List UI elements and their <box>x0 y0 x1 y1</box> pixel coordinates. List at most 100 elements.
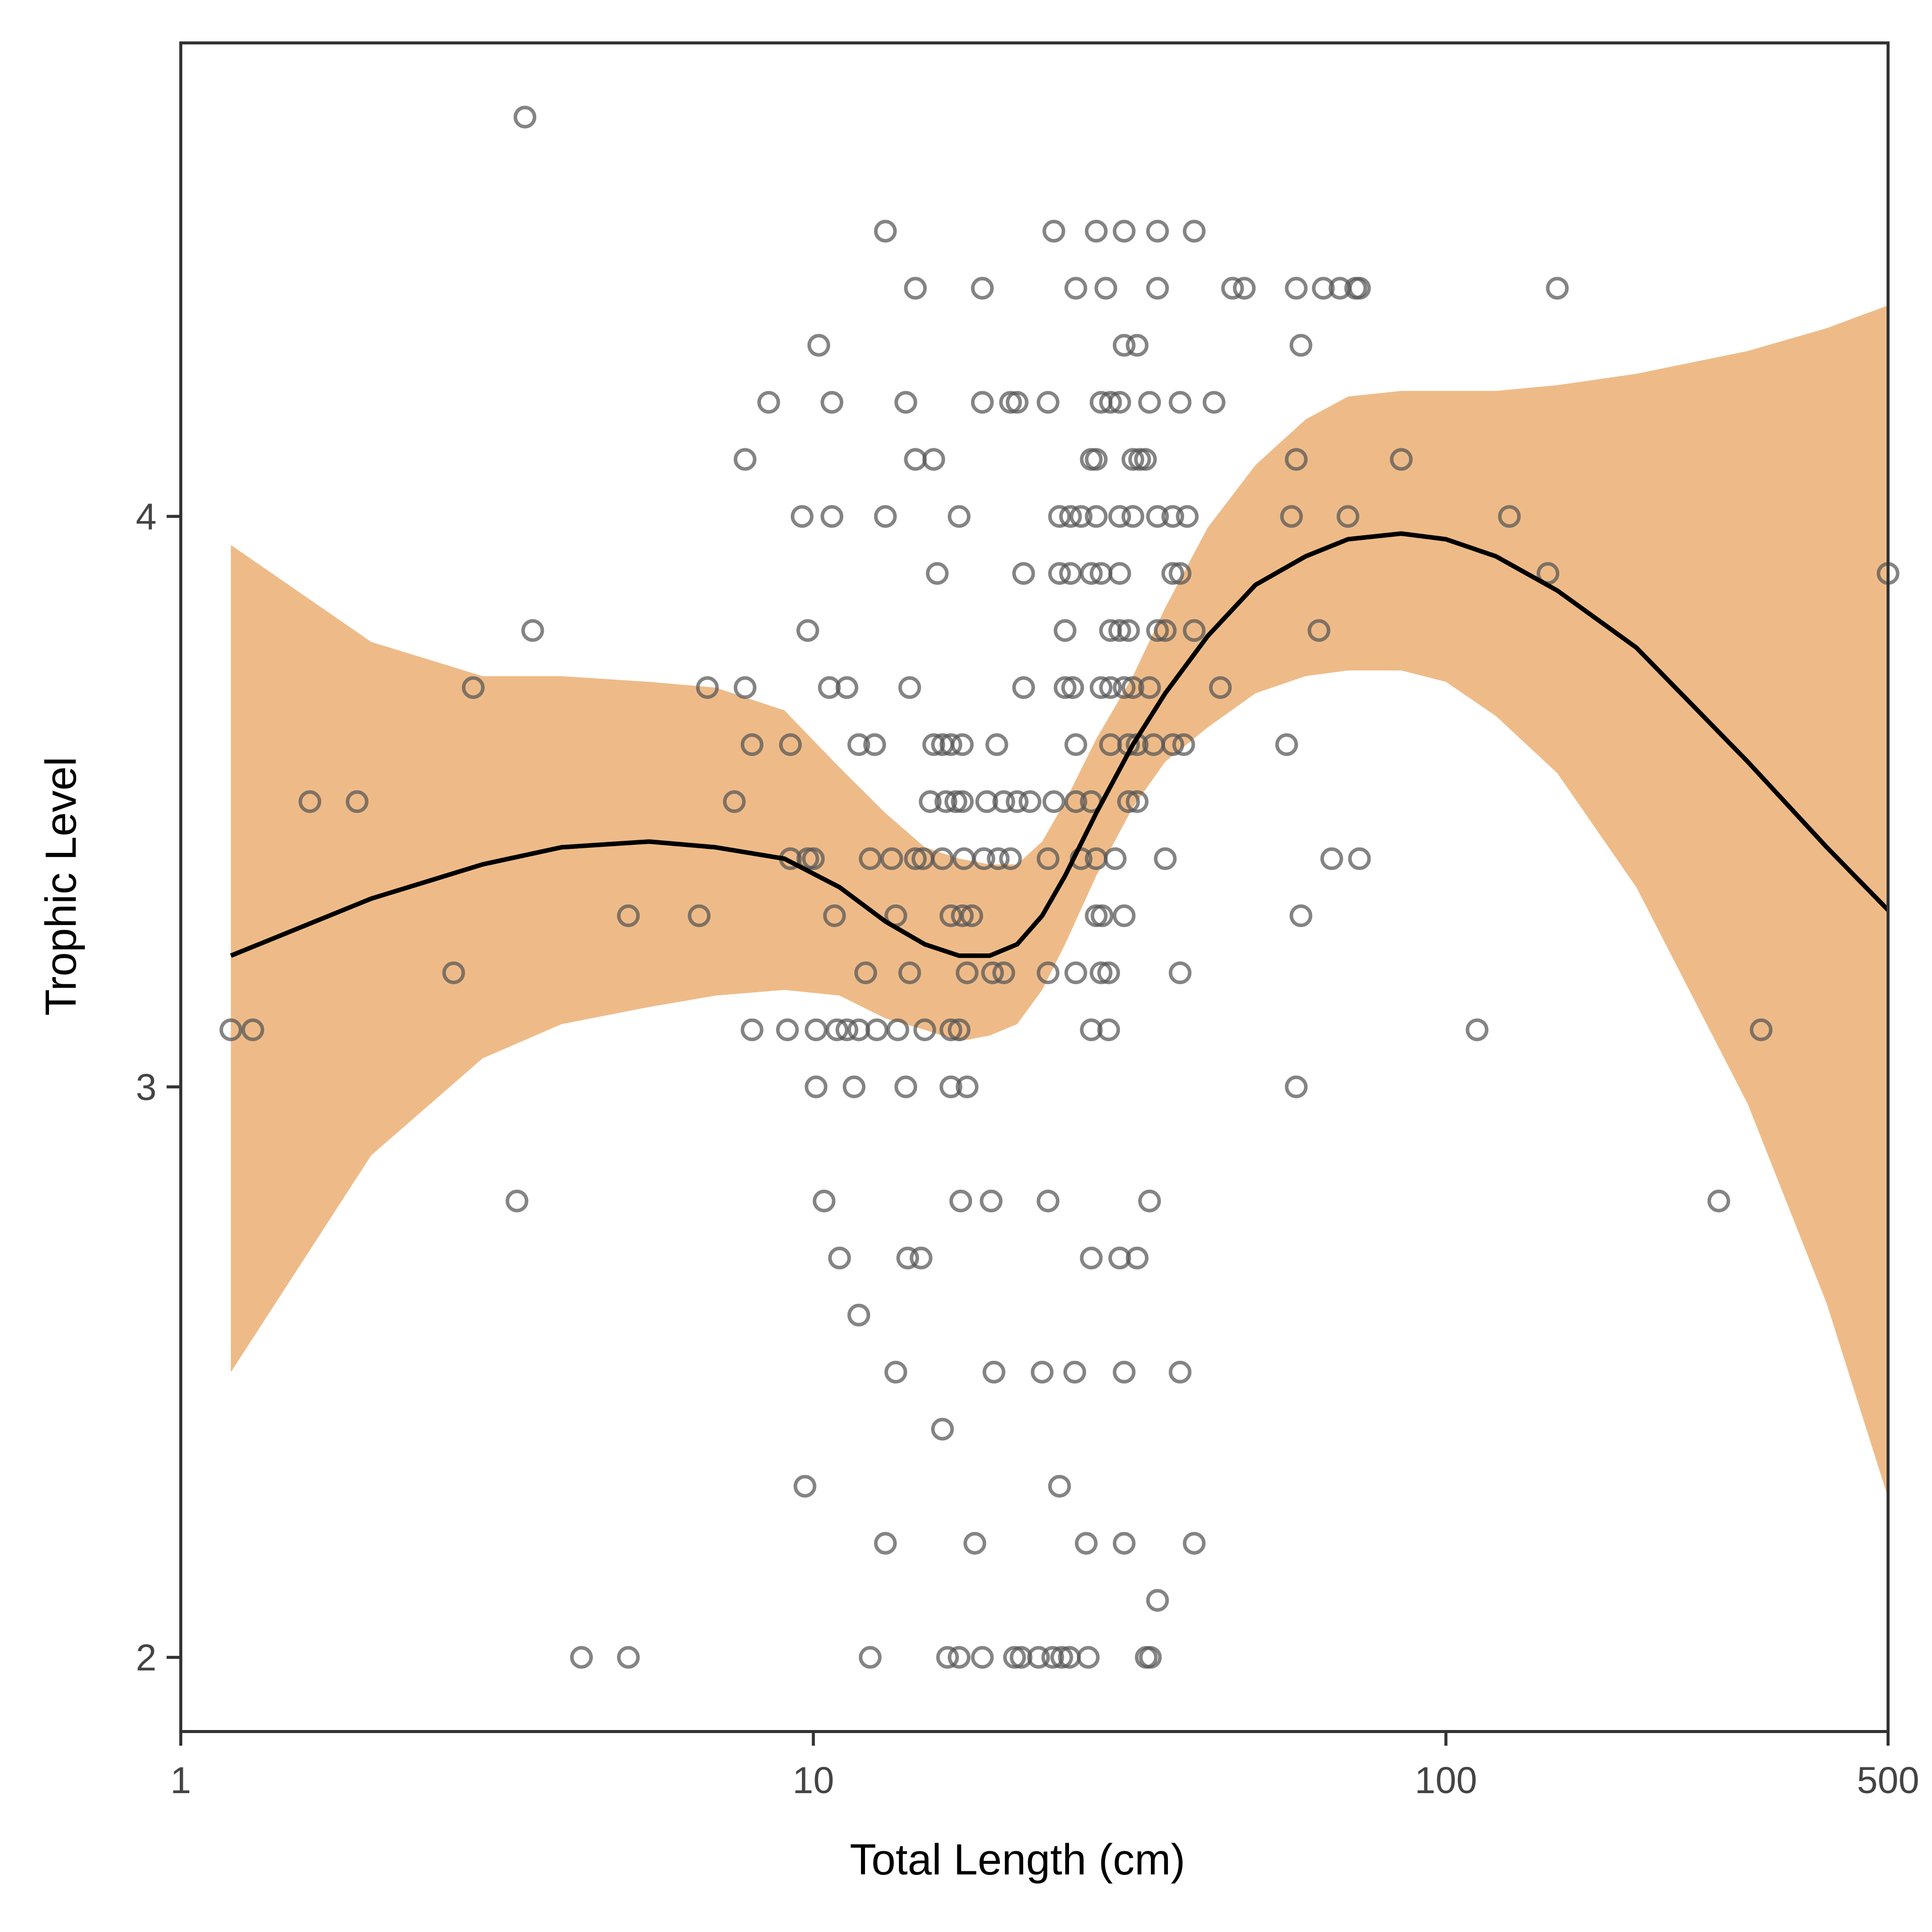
data-point <box>1048 505 1071 528</box>
data-point <box>1064 961 1087 984</box>
data-point <box>1042 220 1065 243</box>
data-point <box>939 1018 962 1041</box>
data-point <box>734 448 756 471</box>
data-point <box>812 1189 836 1212</box>
data-point <box>723 790 746 813</box>
data-point <box>1075 1532 1098 1555</box>
data-point <box>884 1360 907 1384</box>
data-point <box>1099 391 1122 414</box>
data-point <box>898 676 921 699</box>
data-point <box>847 733 871 756</box>
data-point <box>1080 1018 1103 1041</box>
data-point <box>896 1246 920 1269</box>
data-point <box>999 391 1022 414</box>
data-point <box>1707 1189 1731 1212</box>
data-point <box>804 1075 828 1098</box>
data-point <box>1053 676 1077 699</box>
data-point <box>992 961 1015 984</box>
data-point <box>1285 277 1308 300</box>
data-point <box>874 1532 897 1555</box>
data-point <box>1498 505 1521 528</box>
data-point <box>972 847 995 870</box>
data-point <box>793 1475 817 1498</box>
points-layer <box>219 106 1900 1669</box>
data-point <box>1280 505 1303 528</box>
data-point <box>1183 619 1206 642</box>
data-point <box>505 1189 529 1212</box>
data-point <box>219 1018 242 1041</box>
y-tick-label: 4 <box>136 496 157 538</box>
data-point <box>858 847 882 870</box>
smooth-line <box>230 531 1890 958</box>
data-point <box>1108 391 1131 414</box>
data-point <box>963 1532 986 1555</box>
data-point <box>880 847 903 870</box>
data-point <box>1112 1360 1136 1384</box>
data-point <box>1750 1018 1773 1041</box>
data-point <box>1112 676 1136 699</box>
data-point <box>931 847 954 870</box>
data-point <box>858 1646 882 1669</box>
data-point <box>1090 904 1113 927</box>
data-point <box>904 847 927 870</box>
data-point <box>1146 619 1169 642</box>
data-point <box>951 733 974 756</box>
data-point <box>1122 676 1144 699</box>
data-point <box>1108 562 1131 585</box>
data-point <box>1085 220 1108 243</box>
data-point <box>1117 790 1140 813</box>
data-point <box>1138 391 1161 414</box>
data-point <box>1161 505 1184 528</box>
data-point <box>1161 733 1184 756</box>
data-point <box>874 505 897 528</box>
data-point <box>617 904 640 927</box>
data-point <box>740 733 764 756</box>
data-point <box>1063 1360 1086 1384</box>
data-point <box>1122 448 1144 471</box>
data-point <box>821 391 843 414</box>
data-point <box>1134 448 1157 471</box>
data-point <box>570 1646 593 1669</box>
data-point <box>1085 505 1108 528</box>
data-point <box>1048 1475 1071 1498</box>
data-point <box>931 1417 954 1441</box>
data-point <box>462 676 485 699</box>
data-point <box>1112 220 1136 243</box>
data-point <box>1154 619 1177 642</box>
data-point <box>1048 562 1071 585</box>
data-point <box>854 961 877 984</box>
data-point <box>951 790 974 813</box>
data-point <box>1064 790 1087 813</box>
data-point <box>1139 1646 1162 1669</box>
data-point <box>1094 277 1117 300</box>
data-point <box>1183 220 1206 243</box>
data-point <box>828 1246 851 1269</box>
data-point <box>909 1246 933 1269</box>
data-point <box>1012 562 1035 585</box>
x-tick-label: 1 <box>170 1759 191 1801</box>
data-point <box>981 961 1004 984</box>
data-point <box>688 904 711 927</box>
data-point <box>1037 391 1059 414</box>
data-point <box>1005 391 1029 414</box>
y-tick-label: 2 <box>136 1637 157 1679</box>
confidence-band <box>231 305 1889 1498</box>
data-point <box>1172 733 1195 756</box>
data-point <box>1154 847 1177 870</box>
data-point <box>1233 277 1256 300</box>
data-point <box>1108 505 1131 528</box>
x-tick-label: 10 <box>793 1759 834 1801</box>
data-point <box>922 448 945 471</box>
data-point <box>345 790 369 813</box>
data-point <box>847 1303 871 1327</box>
data-point <box>975 790 998 813</box>
data-point <box>1161 562 1184 585</box>
data-point <box>999 847 1022 870</box>
data-point <box>1168 562 1192 585</box>
data-point <box>1064 733 1087 756</box>
data-point <box>740 1018 764 1041</box>
data-point <box>934 790 957 813</box>
data-point <box>947 1018 971 1041</box>
data-point <box>842 1075 866 1098</box>
